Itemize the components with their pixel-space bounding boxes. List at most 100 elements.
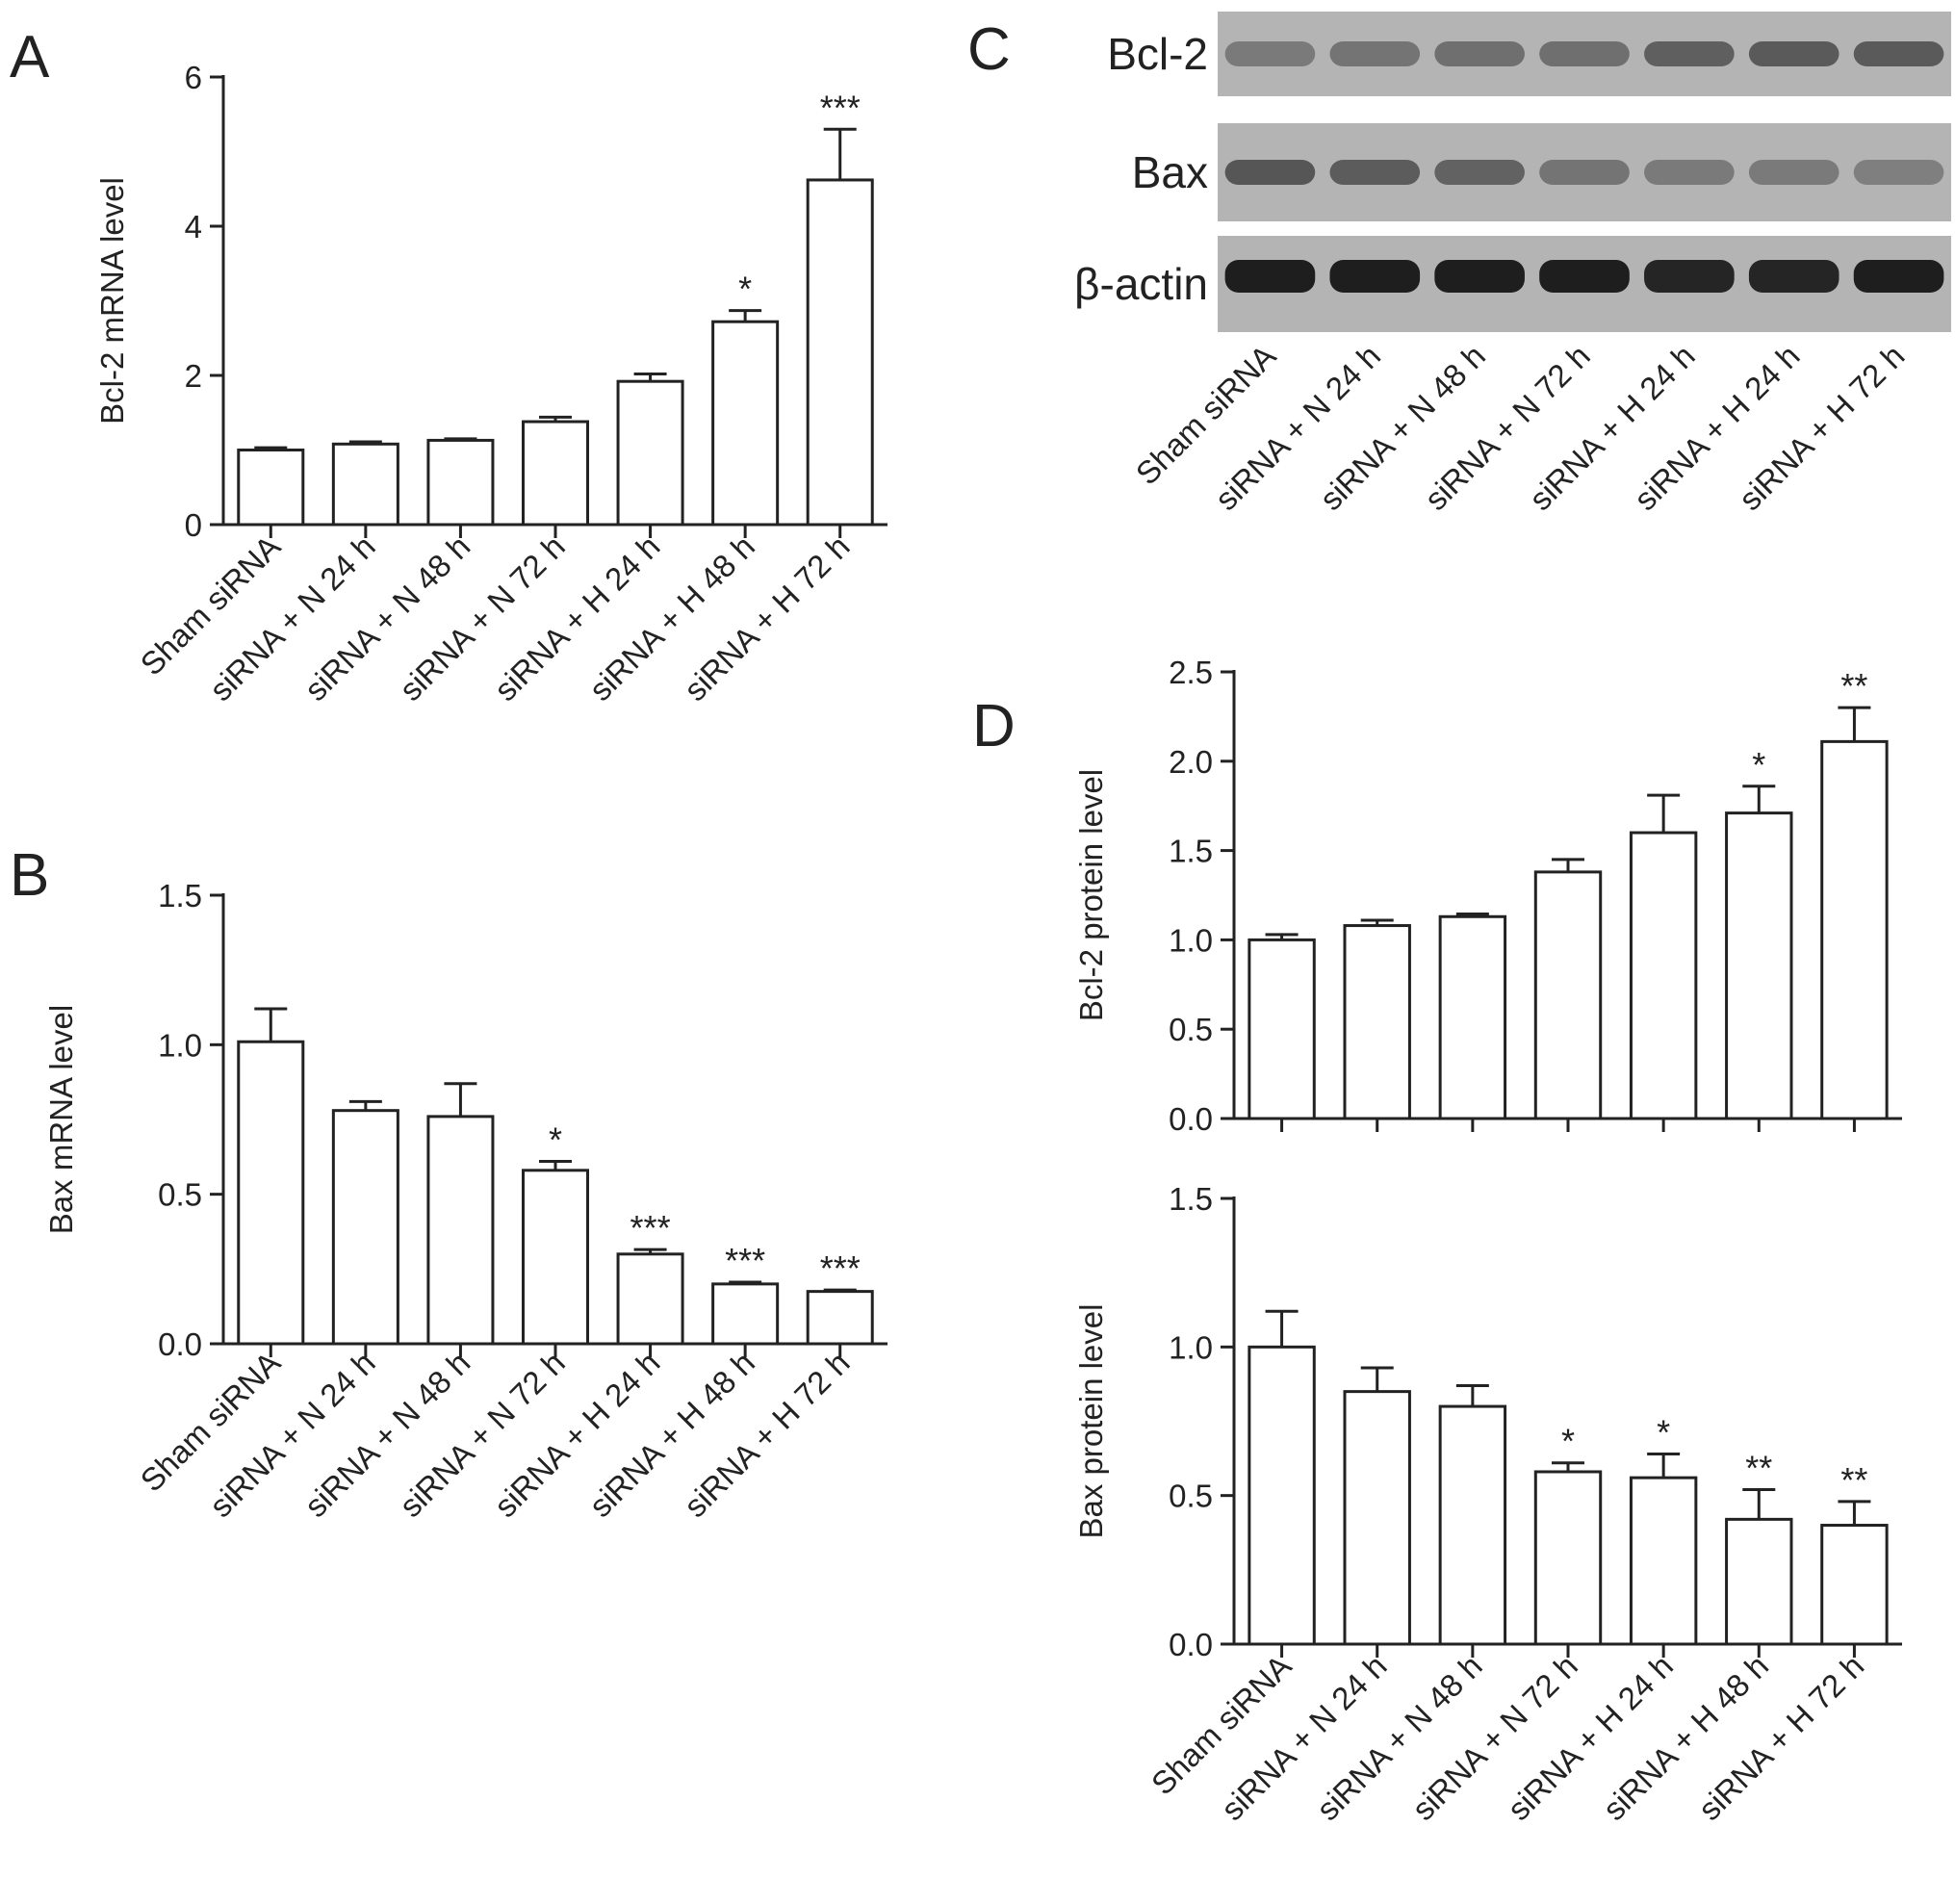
significance-marker: * <box>1752 745 1765 785</box>
bar <box>237 449 305 527</box>
bar <box>1820 1524 1889 1646</box>
bar <box>1438 914 1507 1120</box>
significance-marker: * <box>1657 1412 1670 1452</box>
bar <box>711 1282 780 1346</box>
y-tick-label: 1.5 <box>1169 834 1213 869</box>
category-label: siRNA + H 72 h <box>1691 1648 1870 1827</box>
y-tick-label: 1.5 <box>1169 1181 1213 1217</box>
y-tick-label: 4 <box>185 209 202 244</box>
bar <box>237 1040 305 1346</box>
y-tick-label: 6 <box>185 60 202 95</box>
bar <box>331 1109 399 1346</box>
blot-band <box>1539 260 1630 293</box>
category-label: siRNA + N 48 h <box>297 528 476 708</box>
panel-letter-c: C <box>967 16 1011 83</box>
y-tick-label: 1.0 <box>158 1027 202 1063</box>
bar <box>616 1252 684 1346</box>
blot-band <box>1329 41 1421 66</box>
bar <box>1629 1476 1698 1646</box>
category-label: siRNA + N 24 h <box>202 1345 381 1524</box>
blot-band <box>1434 260 1525 293</box>
blot-band <box>1644 160 1735 185</box>
bar <box>616 379 684 527</box>
y-tick-label: 0.0 <box>1169 1627 1213 1662</box>
category-label: siRNA + H 24 h <box>487 1345 666 1524</box>
y-tick-label: 0.0 <box>158 1326 202 1362</box>
blot-row-label: β-actin <box>1074 259 1208 309</box>
category-label: siRNA + H 72 h <box>677 1345 856 1524</box>
blot-band <box>1329 160 1421 185</box>
y-tick-label: 0 <box>185 507 202 543</box>
blot-band <box>1434 41 1525 66</box>
blot-band <box>1644 260 1735 293</box>
y-tick-label: 0.5 <box>158 1177 202 1213</box>
category-label: siRNA + N 24 h <box>202 528 381 708</box>
category-label: siRNA + H 72 h <box>677 528 856 708</box>
bar <box>1533 870 1603 1120</box>
bar <box>1629 831 1698 1120</box>
y-tick-label: 2.0 <box>1169 744 1213 780</box>
significance-marker: * <box>549 1119 562 1159</box>
bar <box>331 442 399 527</box>
y-tick-label: 0.5 <box>1169 1479 1213 1514</box>
significance-marker: * <box>738 270 752 309</box>
significance-marker: ** <box>1840 1460 1867 1500</box>
y-axis-label: Bax mRNA level <box>43 1005 79 1234</box>
bar <box>1248 1345 1316 1646</box>
bar <box>806 1290 874 1346</box>
y-axis-label: Bcl-2 mRNA level <box>94 177 130 425</box>
bar <box>711 320 780 527</box>
blot-band <box>1853 160 1944 185</box>
panel-letter-b: B <box>10 842 49 909</box>
panel-letter-d: D <box>972 693 1016 759</box>
bar <box>426 1115 495 1346</box>
blot-row-label: Bax <box>1132 147 1208 197</box>
blot-band <box>1748 160 1839 185</box>
y-axis-label: Bax protein level <box>1073 1304 1109 1539</box>
significance-marker: *** <box>725 1241 765 1280</box>
panel-letter-a: A <box>10 24 50 90</box>
blot-band <box>1644 41 1735 66</box>
blot-band <box>1853 260 1944 293</box>
category-label: siRNA + H 48 h <box>582 528 761 708</box>
y-tick-label: 2.5 <box>1169 655 1213 690</box>
category-label: siRNA + H 48 h <box>582 1345 761 1524</box>
bar <box>1725 811 1793 1120</box>
significance-marker: *** <box>820 88 861 127</box>
blot-row-label: Bcl-2 <box>1107 29 1208 79</box>
category-label: siRNA + N 48 h <box>1309 1648 1488 1827</box>
category-label: siRNA + H 24 h <box>487 528 666 708</box>
bar <box>426 438 495 527</box>
bar <box>1343 1390 1411 1646</box>
significance-marker: *** <box>630 1208 671 1248</box>
y-tick-label: 2 <box>185 358 202 394</box>
bar <box>521 420 590 527</box>
y-tick-label: 0.5 <box>1169 1012 1213 1047</box>
category-label: siRNA + N 48 h <box>297 1345 476 1524</box>
category-label: siRNA + H 48 h <box>1596 1648 1775 1827</box>
significance-marker: * <box>1561 1422 1575 1461</box>
y-axis-label: Bcl-2 protein level <box>1073 769 1109 1021</box>
significance-marker: ** <box>1745 1448 1772 1487</box>
category-label: siRNA + N 24 h <box>1214 1648 1393 1827</box>
significance-marker: *** <box>820 1248 861 1288</box>
blot-band <box>1748 260 1839 293</box>
bar <box>521 1169 590 1346</box>
blot-band <box>1329 260 1421 293</box>
blot-band <box>1539 41 1630 66</box>
bar <box>1343 924 1411 1120</box>
blot-band <box>1224 41 1316 66</box>
blot-band <box>1434 160 1525 185</box>
blot-band <box>1224 160 1316 185</box>
significance-marker: ** <box>1840 666 1867 706</box>
bar <box>1438 1404 1507 1646</box>
blot-band <box>1748 41 1839 66</box>
category-label: siRNA + N 72 h <box>1405 1648 1584 1827</box>
blot-band <box>1853 41 1944 66</box>
bar <box>1248 938 1316 1120</box>
